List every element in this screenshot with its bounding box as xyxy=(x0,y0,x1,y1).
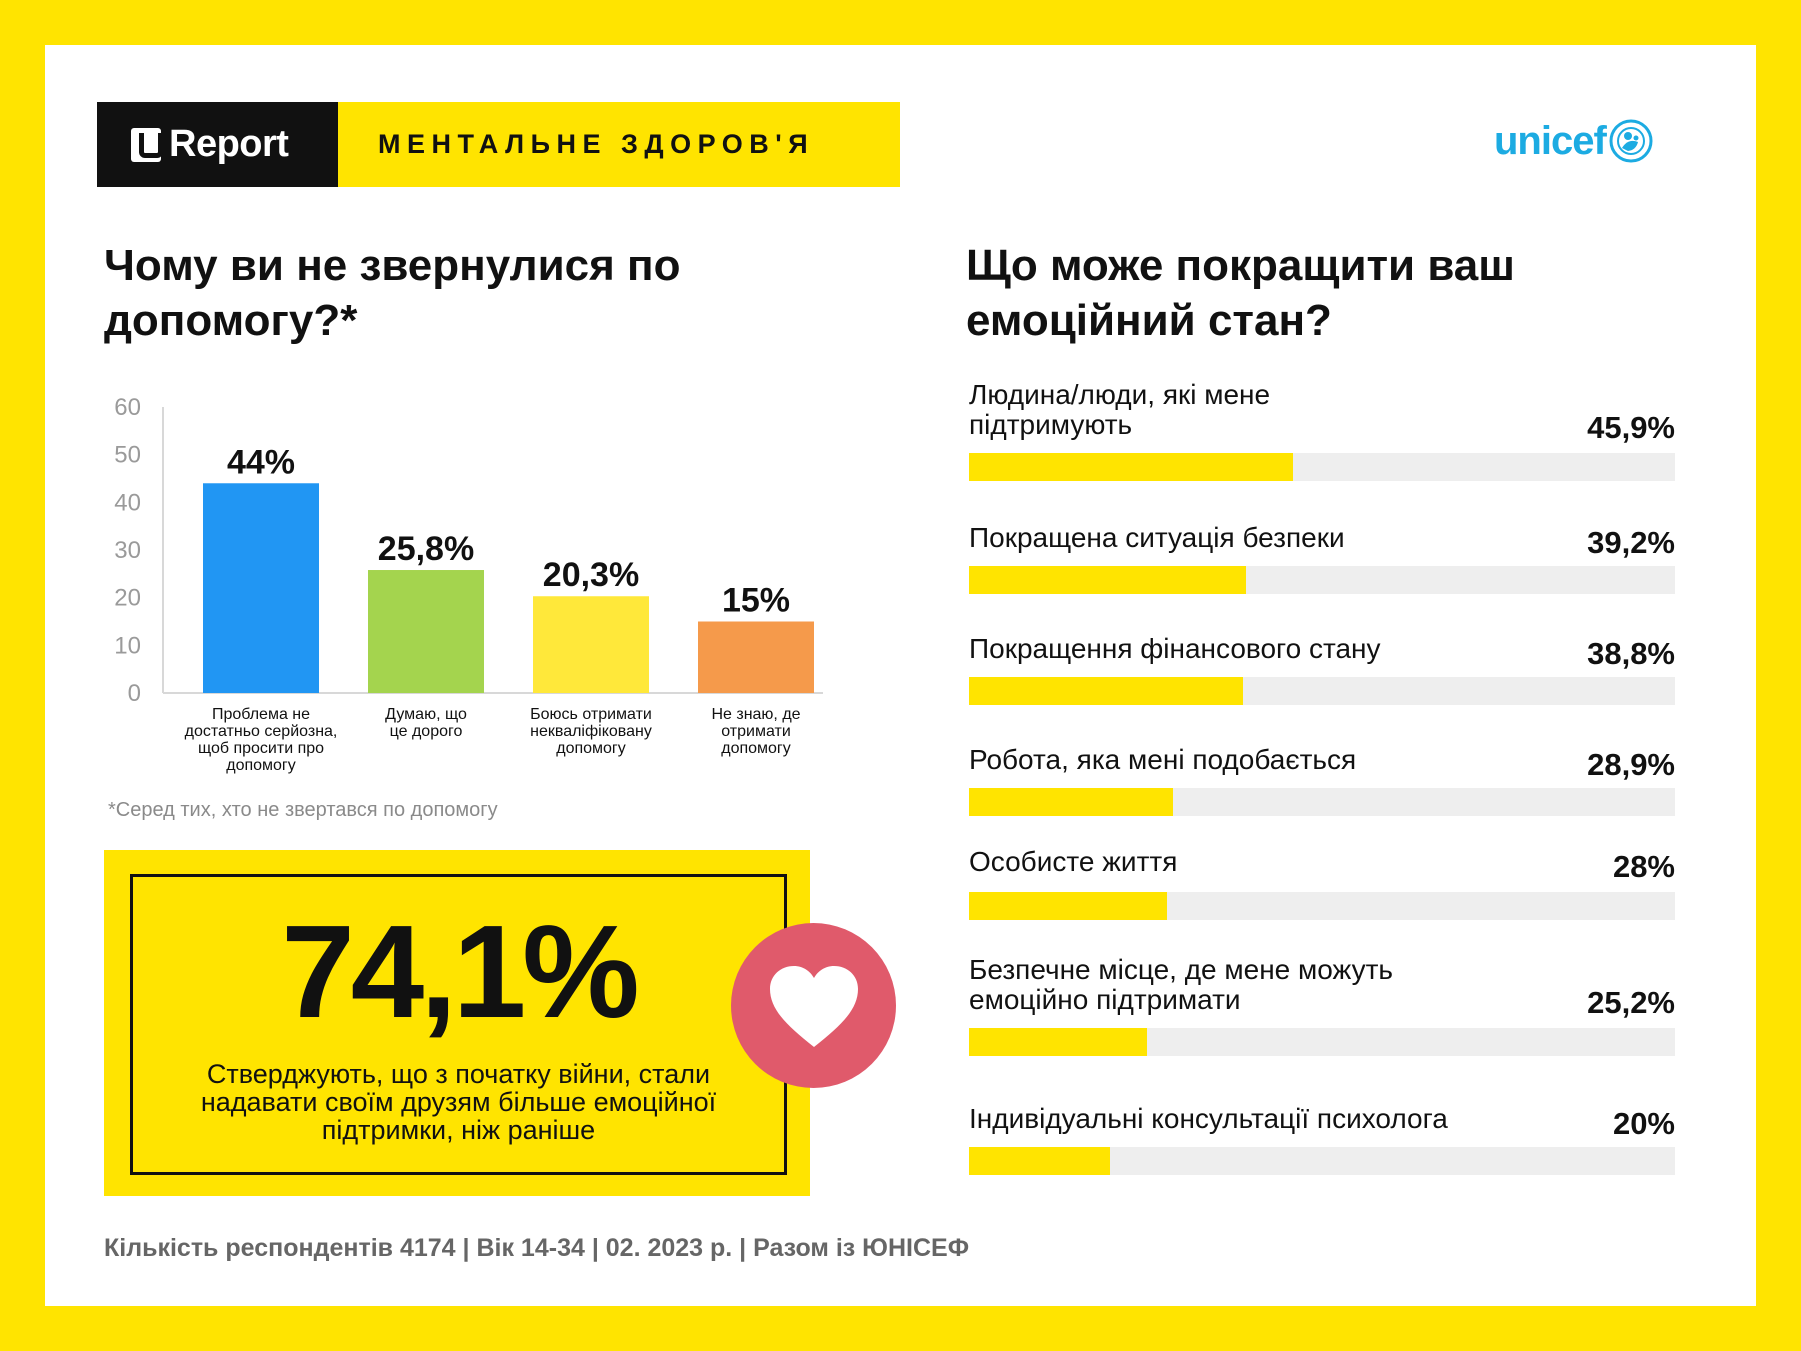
bar-value-label: 25,8% xyxy=(378,530,474,568)
y-tick-label: 40 xyxy=(114,489,141,516)
highlight-description: Стверджують, що з початку війни, стали н… xyxy=(200,1059,717,1145)
category-label: Проблема не достатньо серйозна, щоб просит… xyxy=(185,706,338,774)
improvement-value: 20% xyxy=(1612,1106,1675,1141)
y-tick-label: 0 xyxy=(128,680,141,707)
improvement-bar xyxy=(969,788,1174,816)
improvement-row: Людина/люди, які мене підтримують 45,9% xyxy=(969,380,1675,481)
improvement-bar xyxy=(969,677,1243,705)
unicef-wordmark: unicef xyxy=(1494,118,1607,163)
improvement-row: Покращена ситуація безпеки 39,2% xyxy=(969,523,1675,594)
improvement-bar xyxy=(969,1028,1147,1056)
survey-footer: Кількість респондентів 4174 | Вік 14-34 … xyxy=(104,1234,970,1262)
y-tick-label: 10 xyxy=(114,632,141,659)
reasons-bar-chart: 0 10 20 30 40 50 60 44% Проблема не достатньо сер… xyxy=(114,394,823,774)
improvement-value: 25,2% xyxy=(1587,985,1675,1020)
bar xyxy=(368,570,484,693)
improvement-track xyxy=(969,677,1675,705)
bar xyxy=(533,596,649,693)
improvement-bar xyxy=(969,566,1246,594)
improvement-row: Безпечне місце, де мене можуть емоційно п… xyxy=(969,955,1675,1056)
highlight-value: 74,1% xyxy=(281,898,639,1045)
bar xyxy=(203,483,319,693)
bar-value-label: 20,3% xyxy=(543,556,639,594)
improvement-label: Покращена ситуація безпеки xyxy=(969,522,1345,553)
improvement-label: Індивідуальні консультації психолога xyxy=(969,1103,1448,1134)
bar-value-label: 15% xyxy=(722,582,790,620)
y-tick-label: 50 xyxy=(114,442,141,469)
improvement-row: Особисте життя 28% xyxy=(969,847,1675,920)
unicef-logo: unicef xyxy=(1494,118,1654,164)
improvement-bar xyxy=(969,892,1167,920)
improvement-label: Особисте життя xyxy=(969,846,1178,877)
y-tick-label: 20 xyxy=(114,585,141,612)
improvement-track xyxy=(969,1147,1675,1175)
u-logo-icon xyxy=(131,127,163,162)
improvement-track xyxy=(969,566,1675,594)
improvement-value: 28% xyxy=(1612,849,1675,884)
improvement-label: Робота, яка мені подобається xyxy=(969,744,1357,775)
right-question-title: Що може покращити ваш емоційний стан? xyxy=(966,241,1515,345)
ureport-logo: Report xyxy=(97,102,338,187)
left-question-title: Чому ви не звернулися по допомогу?* xyxy=(104,241,681,345)
improvement-row: Робота, яка мені подобається 28,9% xyxy=(969,745,1675,816)
bar-value-label: 44% xyxy=(227,443,295,481)
y-tick-label: 60 xyxy=(114,394,141,421)
brand-name: Report xyxy=(169,123,289,165)
improvement-value: 38,8% xyxy=(1587,636,1675,671)
heart-badge xyxy=(731,923,896,1088)
improvement-bar xyxy=(969,1147,1111,1175)
improvement-label: Покращення фінансового стану xyxy=(969,633,1381,664)
heart-icon xyxy=(769,965,858,1047)
improvement-row: Покращення фінансового стану 38,8% xyxy=(969,634,1675,705)
improvement-value: 45,9% xyxy=(1587,410,1675,445)
improvement-label: Людина/люди, які мене підтримують xyxy=(969,379,1271,440)
category-label: Боюсь отримати некваліфіковану допомогу xyxy=(530,706,652,757)
improvement-label: Безпечне місце, де мене можуть емоційно п… xyxy=(969,954,1393,1015)
improvement-row: Індивідуальні консультації психолога 20% xyxy=(969,1104,1675,1175)
bar xyxy=(698,621,814,693)
highlight-panel xyxy=(104,850,810,1196)
unicef-emblem-icon xyxy=(1609,119,1653,163)
topic-title: МЕНТАЛЬНЕ ЗДОРОВ'Я xyxy=(378,129,815,159)
improvement-value: 39,2% xyxy=(1587,525,1675,560)
improvement-value: 28,9% xyxy=(1587,747,1675,782)
improvement-track xyxy=(969,1028,1675,1056)
chart-footnote: *Серед тих, хто не звертався по допомогу xyxy=(108,799,498,821)
improvement-bar xyxy=(969,453,1294,481)
category-label: Думаю, що це дорого xyxy=(385,706,467,740)
category-label: Не знаю, де отримати допомогу xyxy=(711,706,800,757)
improvement-track xyxy=(969,892,1675,920)
improvement-track xyxy=(969,453,1675,481)
improvement-track xyxy=(969,788,1675,816)
y-tick-label: 30 xyxy=(114,537,141,564)
